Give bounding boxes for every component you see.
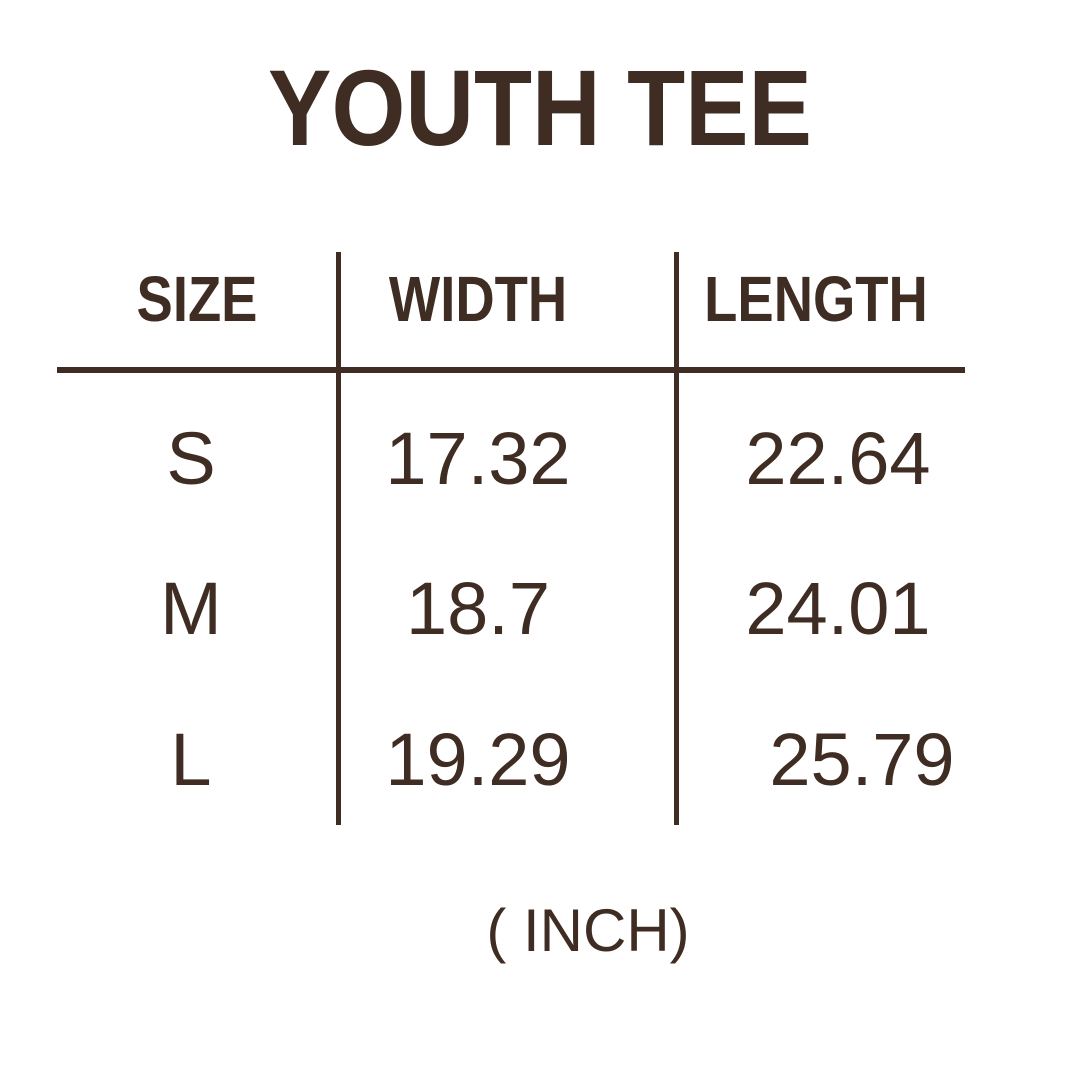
column-divider-2 [674, 252, 679, 825]
table-cell-size-l: L [170, 718, 212, 802]
chart-title: YOUTH TEE [268, 47, 812, 168]
table-cell-width-l: 19.29 [385, 718, 571, 802]
column-divider-1 [336, 252, 341, 825]
table-cell-length-l: 25.79 [769, 718, 955, 802]
header-rule [57, 367, 965, 373]
table-cell-length-m: 24.01 [745, 567, 931, 651]
column-header-length: LENGTH [704, 262, 928, 335]
table-cell-length-s: 22.64 [745, 416, 931, 500]
unit-note: ( INCH) [486, 897, 690, 964]
column-header-size: SIZE [136, 262, 258, 335]
size-table: SIZE WIDTH LENGTH S 17.32 22.64 M 18.7 2… [57, 252, 965, 825]
table-cell-size-s: S [166, 416, 216, 500]
column-header-width: WIDTH [388, 262, 568, 335]
table-cell-size-m: M [160, 567, 222, 651]
table-cell-width-s: 17.32 [385, 416, 571, 500]
table-cell-width-m: 18.7 [405, 567, 551, 651]
